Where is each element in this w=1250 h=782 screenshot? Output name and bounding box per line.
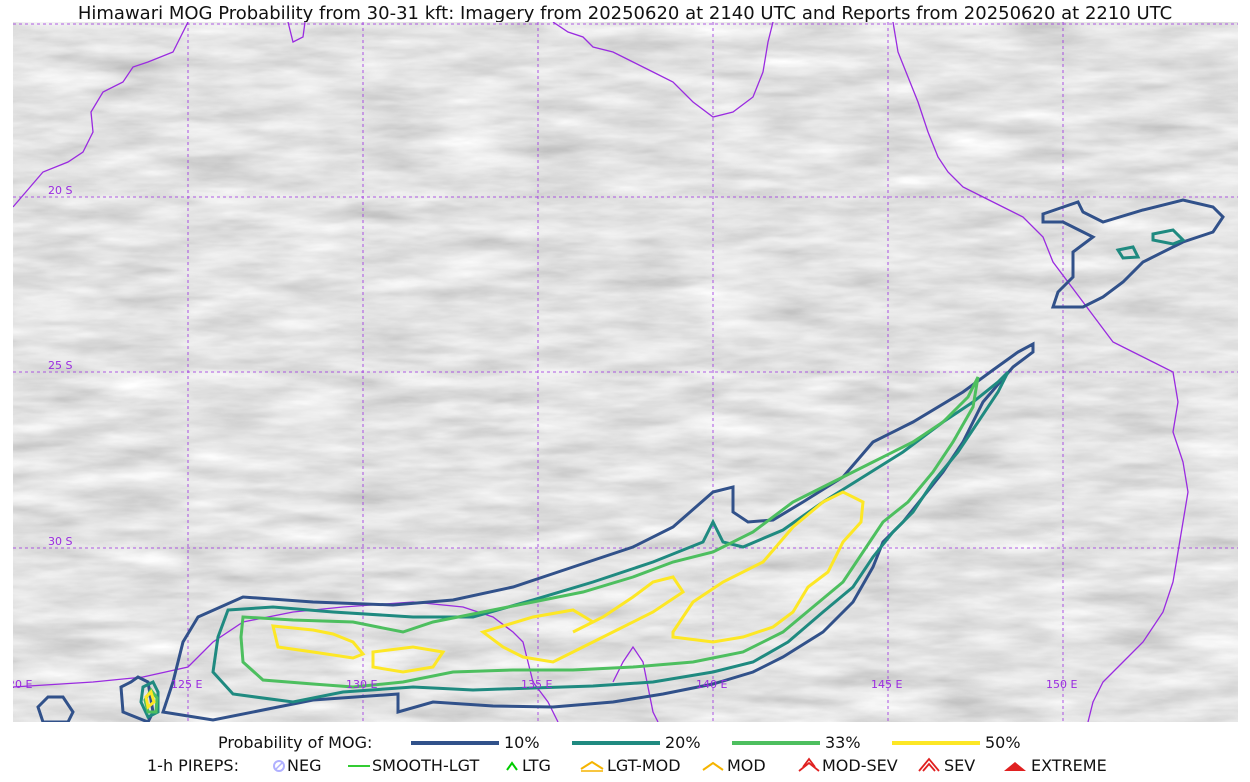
swatch-33 xyxy=(732,741,820,745)
legend-extreme-label: EXTREME xyxy=(1031,756,1107,775)
lon-label-135e: 135 E xyxy=(521,678,552,691)
lon-label-140e: 140 E xyxy=(696,678,727,691)
swatch-50 xyxy=(892,741,980,745)
legend-10-label: 10% xyxy=(504,733,540,752)
graticule xyxy=(13,22,1238,722)
legend-mod-label: MOD xyxy=(727,756,766,775)
legend-ltg-label: LTG xyxy=(522,756,551,775)
legend-mod-sev-label: MOD-SEV xyxy=(822,756,898,775)
legend-lgt-mod-label: LGT-MOD xyxy=(607,756,681,775)
legend-50-label: 50% xyxy=(985,733,1021,752)
swatch-20 xyxy=(572,741,660,745)
legend-33-label: 33% xyxy=(825,733,861,752)
lon-label-145e: 145 E xyxy=(871,678,902,691)
lon-label-120e: 120 E xyxy=(13,678,32,691)
smooth-line-icon xyxy=(348,765,370,767)
lat-label-25s: 25 S xyxy=(48,359,72,372)
contour-20-percent xyxy=(139,228,1186,720)
lon-label-130e: 130 E xyxy=(346,678,377,691)
lat-label-20s: 20 S xyxy=(48,184,72,197)
mod-caret-icon xyxy=(702,761,724,771)
legend-smooth-lgt-label: SMOOTH-LGT xyxy=(372,756,480,775)
map-title: Himawari MOG Probability from 30-31 kft:… xyxy=(77,3,1173,24)
lat-label-30s: 30 S xyxy=(48,535,72,548)
legend-20-label: 20% xyxy=(665,733,701,752)
lon-label-125e: 125 E xyxy=(171,678,202,691)
probability-legend-label: Probability of MOG: xyxy=(218,733,373,752)
legend-neg-label: NEG xyxy=(287,756,322,775)
contour-50-percent xyxy=(144,490,865,710)
ltg-caret-icon xyxy=(506,761,518,771)
swatch-10 xyxy=(411,741,499,745)
mod-sev-caret-icon xyxy=(798,757,820,772)
pireps-legend-label: 1-h PIREPS: xyxy=(147,756,239,775)
legend-sev-label: SEV xyxy=(944,756,976,775)
lon-label-150e: 150 E xyxy=(1046,678,1077,691)
satellite-map: 20 S 25 S 30 S 120 E 125 E 130 E 135 E 1… xyxy=(13,22,1238,722)
sev-caret-icon xyxy=(918,757,940,772)
extreme-caret-icon xyxy=(1004,762,1026,771)
neg-circle-icon xyxy=(273,760,285,772)
contour-10-percent xyxy=(36,198,1225,722)
lgt-mod-caret-icon xyxy=(580,760,604,772)
